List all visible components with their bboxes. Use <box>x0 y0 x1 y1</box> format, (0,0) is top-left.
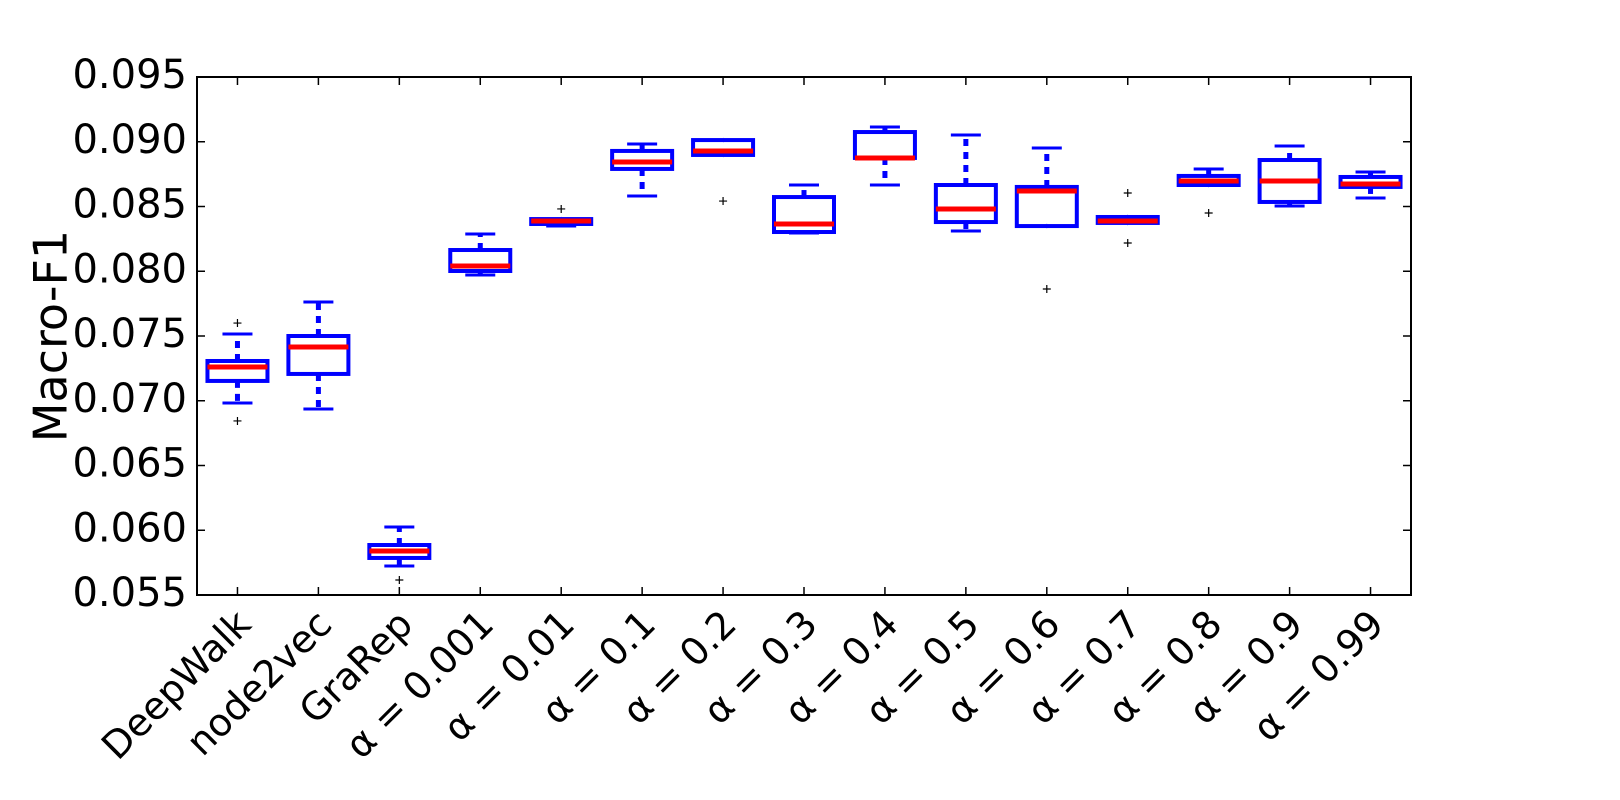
y-tick-label: 0.095 <box>72 52 187 98</box>
outlier <box>1204 208 1213 217</box>
outlier <box>395 575 404 584</box>
box <box>933 183 998 225</box>
box <box>1014 184 1079 229</box>
plot-frame <box>196 76 1412 596</box>
box <box>286 334 351 376</box>
y-axis-label: Macro-F1 <box>24 230 78 442</box>
box <box>772 195 836 235</box>
outlier <box>233 319 242 328</box>
y-tick-label: 0.080 <box>72 246 187 292</box>
y-tick-label: 0.055 <box>72 570 187 616</box>
y-tick-label: 0.090 <box>72 117 187 163</box>
y-tick-label: 0.065 <box>72 441 187 487</box>
outlier <box>719 197 728 206</box>
outlier <box>233 416 242 425</box>
y-tick-label: 0.085 <box>72 182 187 228</box>
outlier <box>1042 284 1051 293</box>
y-tick-label: 0.060 <box>72 505 187 551</box>
y-tick-label: 0.070 <box>72 376 187 422</box>
y-tick-label: 0.075 <box>72 311 187 357</box>
outlier <box>1123 189 1132 198</box>
outlier <box>557 204 566 213</box>
outlier <box>1123 239 1132 248</box>
box <box>691 138 756 157</box>
box <box>448 248 513 273</box>
box <box>205 358 270 383</box>
